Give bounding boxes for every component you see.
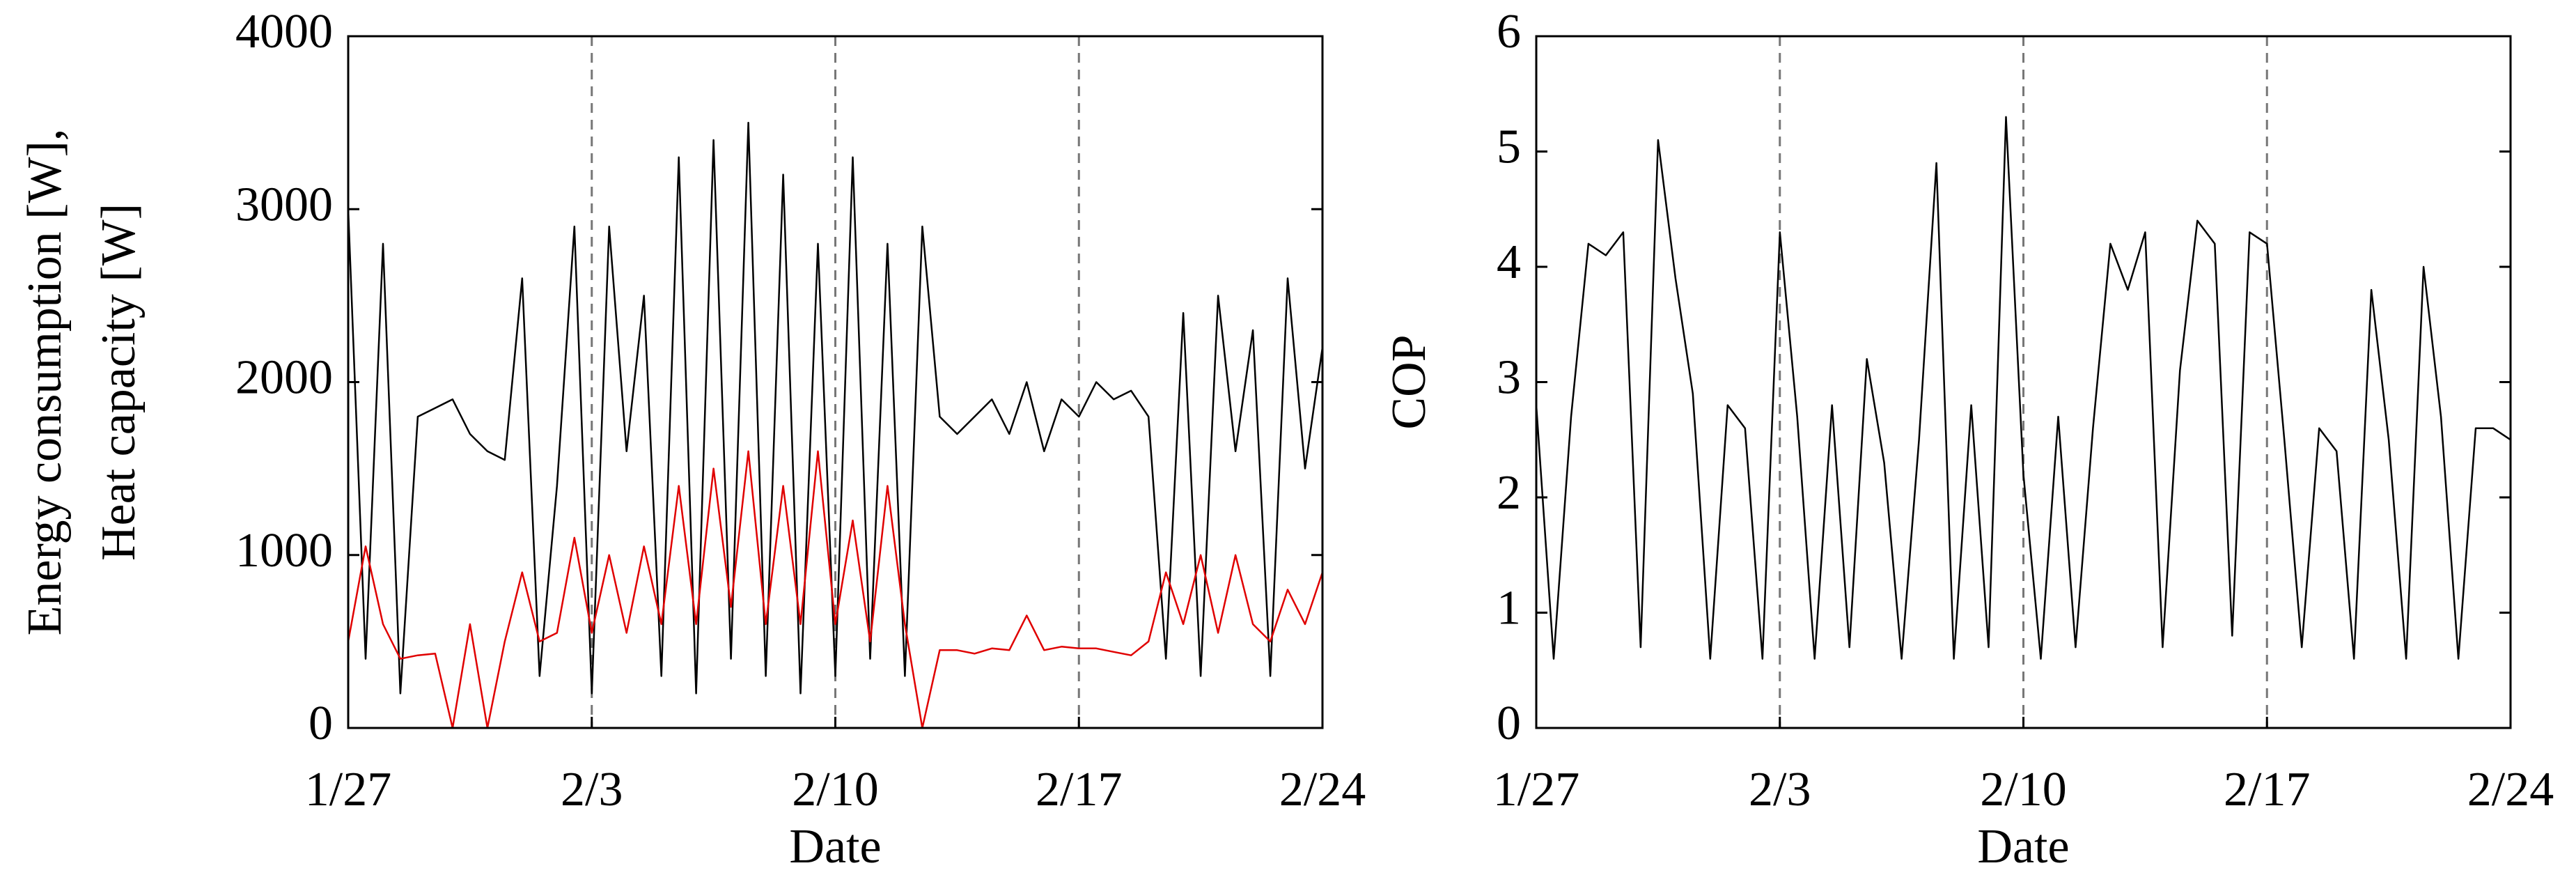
data-line: [1535, 116, 2511, 660]
x-tick-label: 1/27: [305, 763, 391, 816]
x-tick-label: 2/10: [1980, 763, 2066, 816]
x-tick-label: 2/24: [2467, 763, 2554, 816]
y-tick-label: 2000: [235, 351, 333, 405]
y-tick-label: 3: [1497, 351, 1521, 405]
y-tick-label: 0: [1497, 697, 1521, 750]
y-axis-label: COP: [1382, 334, 1436, 429]
data-line: [347, 121, 1324, 695]
y-tick-label: 3000: [235, 178, 333, 231]
x-axis-label: Date: [789, 820, 881, 874]
y-tick-label: 5: [1497, 121, 1521, 174]
x-tick-label: 2/3: [1749, 763, 1811, 816]
y-tick-label: 1000: [235, 524, 333, 577]
plot-frame: [347, 35, 1324, 729]
y-axis-label: Energy consumption [W],: [18, 129, 72, 636]
x-tick-label: 2/24: [1279, 763, 1366, 816]
x-tick-label: 1/27: [1493, 763, 1579, 816]
x-tick-label: 2/17: [1036, 763, 1122, 816]
x-tick-label: 2/3: [561, 763, 623, 816]
y-tick-label: 1: [1497, 582, 1521, 635]
y-tick-label: 2: [1497, 466, 1521, 520]
data-line: [347, 450, 1324, 729]
y-tick-label: 4: [1497, 235, 1521, 289]
y-tick-label: 0: [309, 697, 333, 750]
plot-frame: [1535, 35, 2512, 729]
y-tick-label: 4000: [235, 5, 333, 59]
y-tick-label: 6: [1497, 5, 1521, 59]
x-tick-label: 2/10: [792, 763, 878, 816]
x-axis-label: Date: [1977, 820, 2069, 874]
x-tick-label: 2/17: [2224, 763, 2310, 816]
y-axis-label: Heat capacity [W]: [92, 203, 146, 561]
